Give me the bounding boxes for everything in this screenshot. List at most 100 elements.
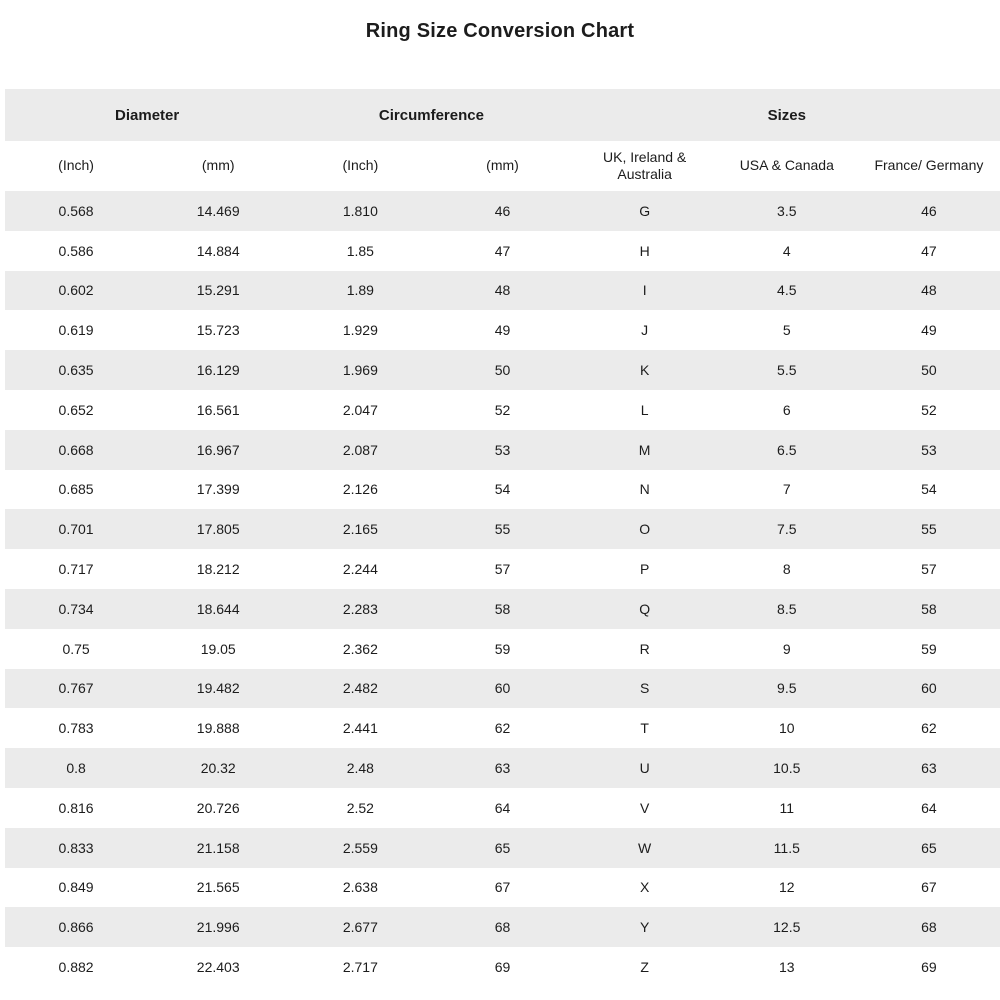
table-cell: 50 <box>494 362 511 379</box>
table-cell: 0.767 <box>58 680 94 697</box>
table-cell: 48 <box>921 282 937 299</box>
table-cell: 21.996 <box>196 919 240 936</box>
table-row: 0.866 21.996 2.677 68 Y 12.5 68 <box>5 907 1000 948</box>
table-cell: 2.677 <box>342 919 378 936</box>
table-cell: 1.89 <box>346 282 374 299</box>
table-cell: H <box>639 242 650 259</box>
table-cell: 2.48 <box>346 760 374 777</box>
table-cell: 67 <box>494 879 511 896</box>
table-cell: 17.805 <box>196 521 240 538</box>
table-row: 0.568 14.469 1.810 46 G 3.5 46 <box>5 191 1000 231</box>
table-cell: 63 <box>921 760 937 777</box>
table-cell: 0.619 <box>58 322 94 339</box>
table-cell: 52 <box>494 401 511 418</box>
table-row: 0.816 20.726 2.52 64 V 11 64 <box>5 787 1000 828</box>
table-cell: 19.05 <box>200 640 236 657</box>
table-cell: 21.565 <box>196 879 240 896</box>
table-cell: 18.644 <box>196 600 240 617</box>
table-cell: 3.5 <box>777 202 797 219</box>
table-cell: 0.833 <box>58 839 94 856</box>
table-cell: 16.561 <box>196 401 240 418</box>
table-cell: 55 <box>921 521 937 538</box>
table-cell: 15.291 <box>196 282 240 299</box>
table-cell: 52 <box>921 401 937 418</box>
table-cell: 2.047 <box>342 401 378 418</box>
table-cell: 20.726 <box>196 799 240 816</box>
table-row: 0.668 16.967 2.087 53 M 6.5 53 <box>5 429 1000 470</box>
table-cell: U <box>639 760 650 777</box>
table-cell: 0.586 <box>58 242 94 259</box>
table-row: 0.75 19.05 2.362 59 R 9 59 <box>5 628 1000 669</box>
table-cell: 0.668 <box>58 441 94 458</box>
table-cell: L <box>640 401 649 418</box>
table-cell: 0.816 <box>58 799 94 816</box>
table-cell: 10.5 <box>773 760 801 777</box>
table-cell: 63 <box>494 760 511 777</box>
table-cell: 19.482 <box>196 680 240 697</box>
table-row: 0.602 15.291 1.89 48 I 4.5 48 <box>5 270 1000 311</box>
table-cell: X <box>639 879 650 896</box>
table-row: 0.717 18.212 2.244 57 P 8 57 <box>5 549 1000 589</box>
table-cell: 0.568 <box>58 202 94 219</box>
table-cell: 50 <box>921 362 937 379</box>
table-cell: 2.362 <box>342 640 378 657</box>
table-cell: 6.5 <box>777 441 797 458</box>
column-header-3: (mm) <box>486 157 519 174</box>
table-cell: 59 <box>494 640 511 657</box>
table-cell: 2.165 <box>342 521 378 538</box>
table-cell: 0.685 <box>58 481 94 498</box>
table-row: 0.833 21.158 2.559 65 W 11.5 65 <box>5 827 1000 868</box>
table-cell: 54 <box>921 481 937 498</box>
table-cell: 9 <box>782 640 791 657</box>
group-header-circumference: Circumference <box>378 106 484 124</box>
table-cell: 6 <box>782 401 791 418</box>
table-cell: 49 <box>494 322 511 339</box>
table-cell: W <box>638 839 652 856</box>
table-cell: 47 <box>921 242 937 259</box>
table-cell: 17.399 <box>196 481 240 498</box>
table-cell: 4 <box>782 242 791 259</box>
table-cell: 2.441 <box>342 720 378 737</box>
table-cell: 46 <box>494 202 511 219</box>
table-cell: 68 <box>494 919 511 936</box>
table-cell: 12 <box>778 879 795 896</box>
table-cell: 16.967 <box>196 441 240 458</box>
group-header-row: Diameter Circumference Sizes <box>5 89 1000 141</box>
table-cell: 62 <box>921 720 937 737</box>
table-cell: K <box>639 362 650 379</box>
table-cell: 0.701 <box>58 521 94 538</box>
table-cell: 7.5 <box>777 521 797 538</box>
table-cell: 57 <box>494 561 511 578</box>
table-row: 0.652 16.561 2.047 52 L 6 52 <box>5 389 1000 430</box>
table-cell: 9.5 <box>777 680 797 697</box>
table-cell: 54 <box>494 481 511 498</box>
table-cell: Q <box>639 600 651 617</box>
table-cell: 16.129 <box>196 362 240 379</box>
table-cell: 1.810 <box>342 202 378 219</box>
table-cell: 58 <box>921 600 937 617</box>
table-cell: 0.866 <box>58 919 94 936</box>
table-cell: 2.087 <box>342 441 378 458</box>
table-cell: 69 <box>921 959 937 976</box>
page-title: Ring Size Conversion Chart <box>365 20 635 42</box>
column-header-6: France/ Germany <box>874 157 984 174</box>
table-cell: 11.5 <box>773 839 800 856</box>
table-header: Diameter Circumference Sizes (Inch) (mm) (In… <box>5 89 1000 191</box>
table-cell: 0.75 <box>62 640 90 657</box>
table-cell: 21.158 <box>196 839 240 856</box>
table-cell: 2.638 <box>342 879 378 896</box>
table-cell: 53 <box>494 441 511 458</box>
table-cell: 46 <box>921 202 937 219</box>
table-cell: 12.5 <box>773 919 801 936</box>
table-cell: 2.52 <box>346 799 374 816</box>
ring-size-conversion-table: Diameter Circumference Sizes (Inch) (mm) (In… <box>5 89 1000 987</box>
table-cell: 8.5 <box>777 600 797 617</box>
table-cell: 60 <box>494 680 511 697</box>
table-cell: 64 <box>921 799 937 816</box>
table-row: 0.701 17.805 2.165 55 O 7.5 55 <box>5 509 1000 550</box>
table-cell: 15.723 <box>196 322 240 339</box>
table-cell: Z <box>640 959 649 976</box>
table-cell: O <box>639 521 651 538</box>
table-cell: 68 <box>921 919 937 936</box>
table-cell: J <box>641 322 649 339</box>
